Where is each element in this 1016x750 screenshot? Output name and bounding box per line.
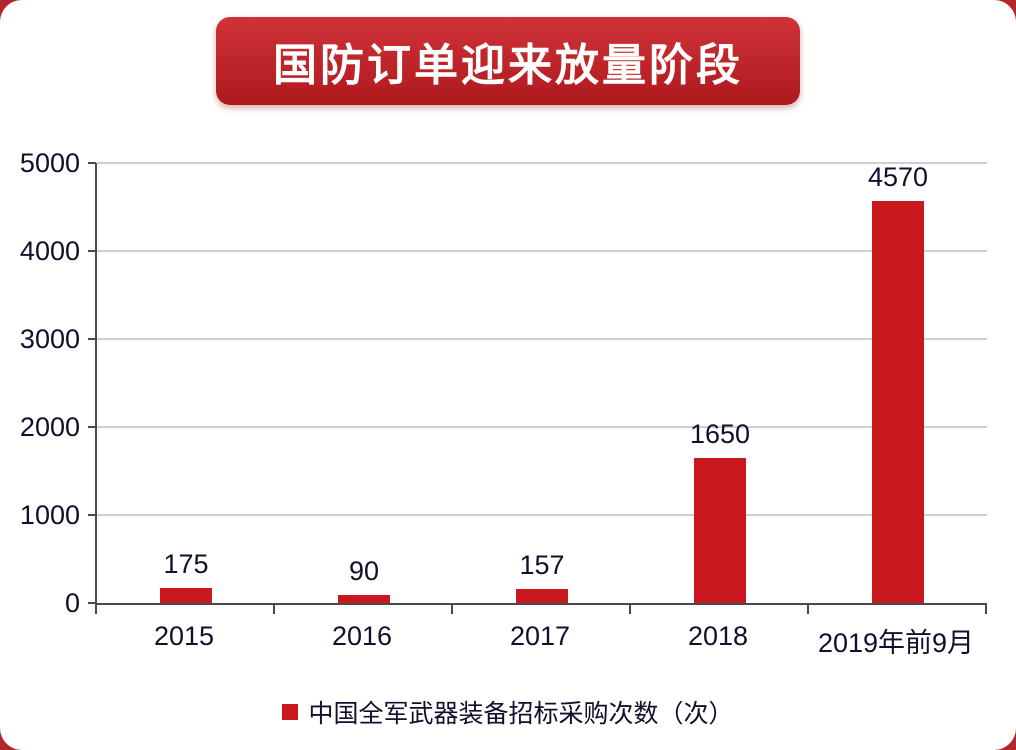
y-axis-tick-label: 3000 — [19, 324, 80, 354]
y-axis-tick — [88, 338, 96, 340]
y-axis-tick-label: 4000 — [19, 236, 80, 266]
x-axis-category-label: 2017 — [509, 621, 571, 651]
y-axis-tick — [88, 514, 96, 516]
chart-title: 国防订单迎来放量阶段 — [273, 41, 743, 90]
x-axis-category-label: 2015 — [153, 621, 215, 651]
y-axis-tick — [88, 426, 96, 428]
bar-value-label: 1650 — [689, 418, 751, 449]
gridline — [97, 514, 987, 516]
x-axis-tick — [807, 605, 809, 614]
bar-2019年前9月[interactable] — [872, 200, 924, 603]
y-axis-tick — [88, 602, 96, 604]
bar-value-label: 175 — [163, 548, 209, 579]
bar-2015[interactable] — [160, 587, 212, 603]
y-axis-tick — [88, 162, 96, 164]
plot-area: 175 90 157 1650 4570 — [95, 161, 987, 605]
bar-value-label: 90 — [348, 556, 380, 587]
bar-2016[interactable] — [338, 595, 390, 603]
y-axis-tick-label: 1000 — [19, 500, 80, 530]
y-axis-tick-label: 0 — [64, 588, 80, 618]
gridline — [97, 162, 987, 164]
y-axis-tick — [88, 250, 96, 252]
x-axis-tick — [95, 605, 97, 614]
bar-value-label: 157 — [519, 550, 565, 581]
bar-value-label: 4570 — [867, 161, 929, 192]
legend-label: 中国全军武器装备招标采购次数（次） — [308, 700, 734, 728]
x-axis-tick — [451, 605, 453, 614]
gridline — [97, 250, 987, 252]
chart-title-banner: 国防订单迎来放量阶段 — [216, 17, 800, 105]
gridline — [97, 338, 987, 340]
x-axis-category-label: 2018 — [687, 621, 749, 651]
gridline — [97, 426, 987, 428]
x-axis-tick — [273, 605, 275, 614]
x-axis-tick — [629, 605, 631, 614]
y-axis-tick-label: 5000 — [19, 148, 80, 178]
bar-2017[interactable] — [516, 589, 568, 603]
x-axis-category-label: 2019年前9月 — [817, 628, 975, 658]
bar-2018[interactable] — [694, 457, 746, 603]
y-axis-tick-label: 2000 — [19, 412, 80, 442]
legend: 中国全军武器装备招标采购次数（次） — [0, 694, 1016, 730]
x-axis-tick — [985, 605, 987, 614]
x-axis-category-label: 2016 — [331, 621, 393, 651]
legend-marker-icon — [282, 704, 299, 720]
